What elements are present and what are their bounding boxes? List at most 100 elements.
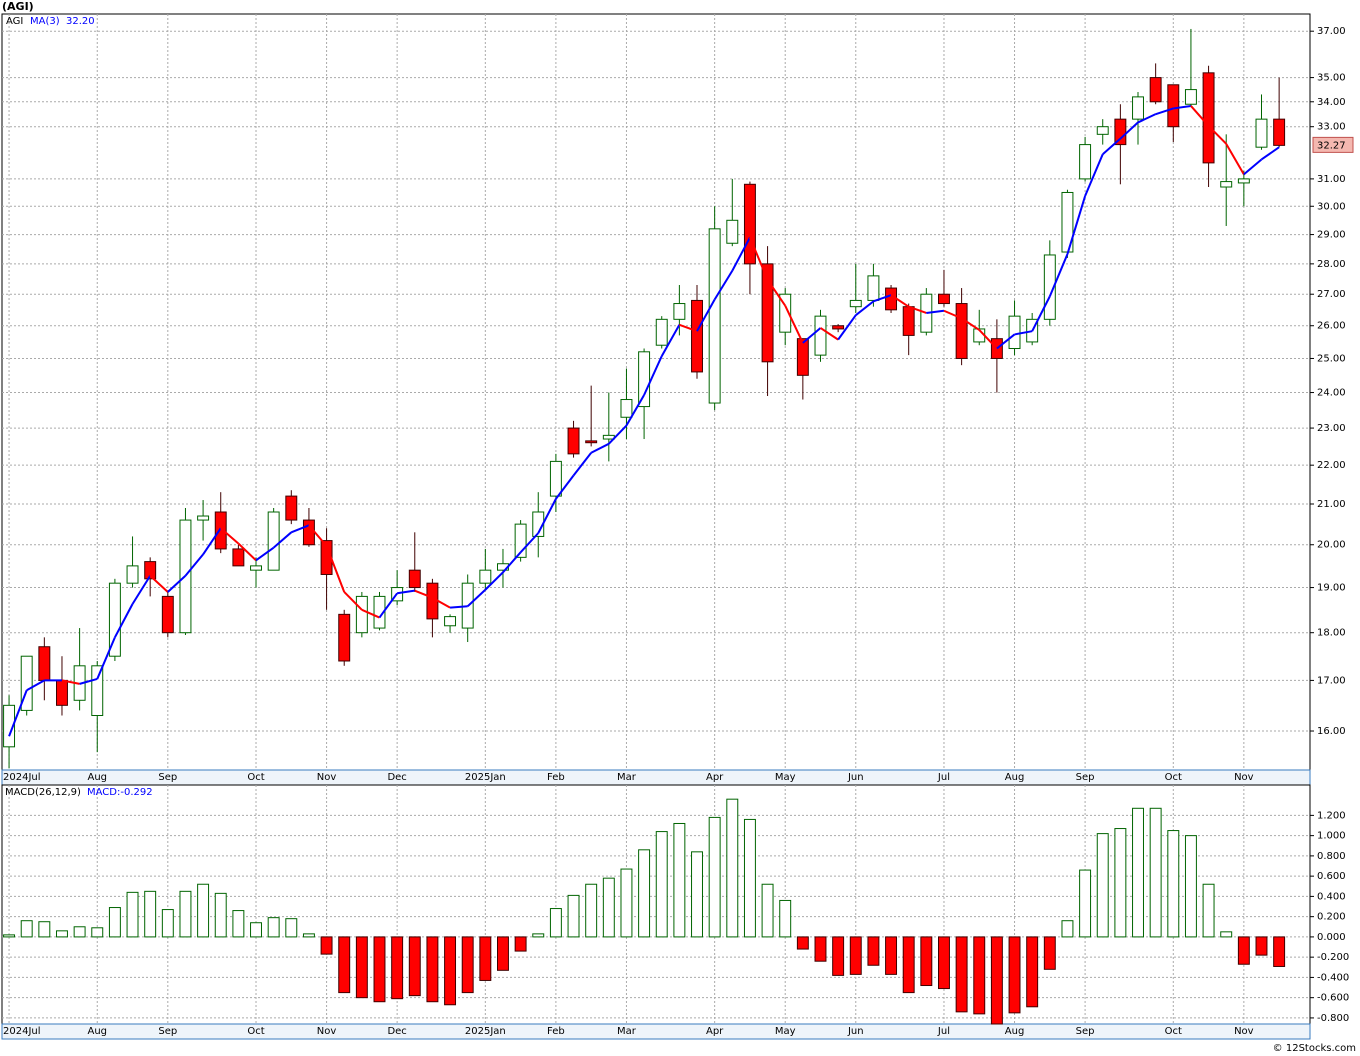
macd-bar bbox=[1114, 828, 1127, 938]
macd-bar bbox=[514, 936, 527, 952]
x-tick-label: May bbox=[775, 772, 796, 783]
x-tick-label: Jul bbox=[937, 772, 950, 783]
macd-bar bbox=[938, 936, 950, 990]
ma-line bbox=[519, 532, 539, 553]
ma-line bbox=[1155, 107, 1174, 116]
candle-body bbox=[1237, 178, 1250, 184]
macd-bar bbox=[585, 883, 598, 938]
ma-line bbox=[572, 452, 592, 477]
x-tick-label: Nov bbox=[317, 1026, 337, 1037]
macd-bar bbox=[373, 936, 386, 1003]
x-tick-label: Apr bbox=[706, 1026, 724, 1037]
macd-bar bbox=[761, 883, 774, 938]
ma-line bbox=[643, 355, 663, 396]
candle-body bbox=[938, 293, 950, 305]
y-tick-label: 17.00 bbox=[1317, 675, 1346, 686]
macd-bar bbox=[126, 891, 139, 938]
ma-line bbox=[1243, 158, 1263, 176]
ma-line bbox=[819, 327, 839, 341]
ma-line bbox=[1084, 153, 1104, 197]
macd-bar bbox=[426, 936, 439, 1003]
y-tick-label: 22.00 bbox=[1317, 460, 1346, 471]
x-axis-strip bbox=[1, 769, 1311, 786]
ma-line bbox=[996, 333, 1016, 350]
ma-line bbox=[131, 575, 152, 605]
macd-bar bbox=[461, 936, 474, 994]
legend-macd: MACD(26,12,9) bbox=[5, 787, 81, 798]
ma-line bbox=[749, 237, 769, 281]
candle-body bbox=[1079, 144, 1092, 180]
macd-bar bbox=[108, 907, 121, 938]
x-tick-label: Sep bbox=[158, 1026, 177, 1037]
y-tick-label: 35.00 bbox=[1317, 73, 1346, 84]
y-tick-label: 20.00 bbox=[1317, 540, 1346, 551]
macd-bar bbox=[1132, 807, 1144, 938]
ma-line bbox=[361, 608, 380, 619]
ma-line bbox=[1137, 113, 1157, 124]
ma-line bbox=[679, 323, 698, 333]
macd-bar bbox=[1043, 936, 1056, 970]
ma-line bbox=[396, 589, 415, 595]
macd-bar bbox=[885, 936, 898, 975]
macd-bar bbox=[1079, 869, 1092, 938]
macd-bar bbox=[1273, 936, 1286, 967]
macd-bar bbox=[479, 936, 492, 981]
y-tick-label: 33.00 bbox=[1317, 122, 1346, 133]
y-tick-label: 23.00 bbox=[1317, 423, 1346, 434]
macd-bar bbox=[1220, 931, 1233, 938]
ma-line bbox=[537, 498, 557, 534]
x-tick-label: Aug bbox=[87, 772, 107, 783]
candle-body bbox=[708, 228, 721, 404]
ma-line bbox=[608, 424, 628, 445]
candle-body bbox=[1255, 118, 1268, 148]
candle-body bbox=[796, 338, 809, 376]
ma-line bbox=[1119, 121, 1139, 140]
macd-bar bbox=[73, 926, 86, 938]
macd-bar bbox=[796, 936, 809, 950]
macd-bar bbox=[144, 890, 157, 938]
ma-line bbox=[713, 270, 734, 301]
ma-line bbox=[908, 305, 927, 314]
candle-body bbox=[549, 460, 562, 497]
y-tick-label: 28.00 bbox=[1317, 259, 1346, 270]
candle-body bbox=[126, 565, 139, 584]
x-tick-label: Sep bbox=[158, 772, 177, 783]
y-tick-label: 0.000 bbox=[1317, 932, 1346, 943]
last-price-box bbox=[1312, 136, 1354, 153]
x-tick-label: Apr bbox=[706, 772, 724, 783]
ma-line bbox=[484, 571, 504, 591]
ma-line bbox=[590, 442, 610, 454]
x-tick-label: Nov bbox=[1234, 1026, 1254, 1037]
y-tick-label: 0.600 bbox=[1317, 871, 1346, 882]
macd-bar bbox=[1008, 936, 1021, 1014]
y-tick-label: -0.200 bbox=[1317, 952, 1349, 963]
x-tick-label: Mar bbox=[617, 1026, 637, 1037]
candle-body bbox=[267, 511, 280, 571]
y-tick-label: 30.00 bbox=[1317, 201, 1346, 212]
x-tick-label: Sep bbox=[1076, 772, 1095, 783]
ma-line bbox=[926, 309, 945, 314]
candle-body bbox=[197, 515, 210, 521]
candle-body bbox=[655, 318, 668, 346]
candle-body bbox=[620, 399, 633, 418]
y-tick-label: 27.00 bbox=[1317, 289, 1346, 300]
ma-line bbox=[1014, 330, 1033, 336]
x-tick-label: Feb bbox=[547, 772, 565, 783]
macd-bar bbox=[285, 918, 298, 938]
candle-body bbox=[1202, 72, 1215, 164]
ma-line bbox=[1066, 195, 1087, 255]
legend-ma: MA(3) bbox=[30, 16, 60, 27]
candle-body bbox=[849, 299, 862, 308]
x-tick-label: Jul bbox=[937, 1026, 950, 1037]
candle-body bbox=[1043, 254, 1056, 320]
x-tick-label: Oct bbox=[247, 772, 264, 783]
x-tick-label: Mar bbox=[617, 772, 637, 783]
candle-body bbox=[1132, 96, 1144, 120]
macd-bar bbox=[532, 933, 545, 938]
ma-line bbox=[1225, 143, 1245, 175]
macd-bar bbox=[302, 933, 315, 938]
x-tick-label: 2024Jul bbox=[3, 1026, 41, 1037]
ma-line bbox=[26, 679, 45, 692]
macd-bar bbox=[726, 798, 739, 938]
